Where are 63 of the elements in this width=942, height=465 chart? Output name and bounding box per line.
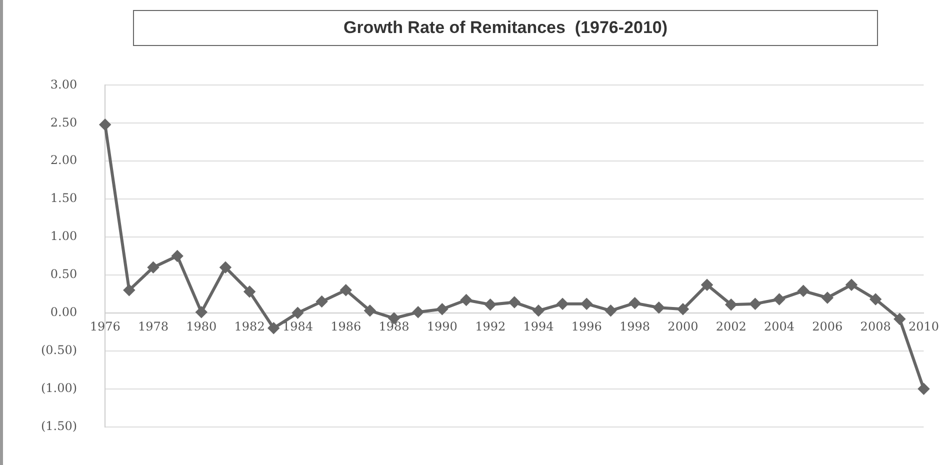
point xyxy=(702,279,713,290)
point xyxy=(629,298,640,309)
y-tick-label: 2.50 xyxy=(50,115,78,130)
y-tick-label: 3.00 xyxy=(50,77,78,92)
x-tick-label: 1996 xyxy=(571,319,602,334)
x-tick-label: 2010 xyxy=(908,319,940,334)
x-tick-label: 1990 xyxy=(426,319,458,334)
point xyxy=(268,322,280,334)
x-tick-label: 1986 xyxy=(330,319,362,334)
point xyxy=(196,306,207,318)
point xyxy=(605,305,616,316)
point xyxy=(292,307,304,318)
point xyxy=(750,298,761,310)
x-tick-label: 1988 xyxy=(378,319,410,334)
point xyxy=(340,284,352,296)
point xyxy=(364,305,376,316)
point xyxy=(870,294,882,305)
x-tick-label: 1978 xyxy=(138,319,169,334)
point xyxy=(220,262,231,273)
y-tick-label: (1.00) xyxy=(40,380,78,395)
y-tick-label: 1.50 xyxy=(50,191,78,206)
y-tick-label: 2.00 xyxy=(50,153,78,168)
x-tick-label: 1976 xyxy=(90,319,120,334)
x-tick-label: 1982 xyxy=(234,319,265,334)
point xyxy=(148,262,159,273)
point xyxy=(100,119,111,130)
x-tick-label: 2002 xyxy=(716,319,746,334)
point xyxy=(798,285,809,296)
y-tick-label: 0.50 xyxy=(50,267,78,282)
point xyxy=(412,306,424,318)
point xyxy=(918,383,930,394)
x-tick-label: 2008 xyxy=(860,319,891,334)
x-tick-label: 2000 xyxy=(668,319,698,334)
point xyxy=(484,299,496,310)
x-tick-label: 1980 xyxy=(186,319,217,334)
point xyxy=(124,284,135,296)
point xyxy=(822,292,833,304)
y-tick-label: 1.00 xyxy=(50,229,78,244)
point xyxy=(653,302,664,314)
y-tick-label: 0.00 xyxy=(50,305,78,320)
point xyxy=(460,294,472,306)
x-tick-label: 2004 xyxy=(764,319,795,334)
x-tick-label: 1992 xyxy=(475,319,506,334)
point xyxy=(774,294,785,305)
chart-title: Growth Rate of Remitances (1976-2010) xyxy=(133,10,878,46)
point xyxy=(557,298,568,310)
point xyxy=(581,298,592,310)
point xyxy=(726,299,737,310)
x-tick-label: 1998 xyxy=(620,319,650,334)
x-tick-label: 1994 xyxy=(523,319,554,334)
point xyxy=(846,279,857,290)
x-tick-label: 2006 xyxy=(812,319,843,334)
point xyxy=(894,314,906,325)
y-tick-label: (0.50) xyxy=(40,343,78,358)
point xyxy=(244,286,256,298)
point xyxy=(172,250,183,262)
point xyxy=(436,304,448,315)
x-tick-label: 1984 xyxy=(282,319,314,334)
point xyxy=(677,304,688,315)
point xyxy=(316,296,328,308)
point xyxy=(508,296,520,308)
point xyxy=(532,305,544,316)
y-tick-label: (1.50) xyxy=(40,418,78,433)
